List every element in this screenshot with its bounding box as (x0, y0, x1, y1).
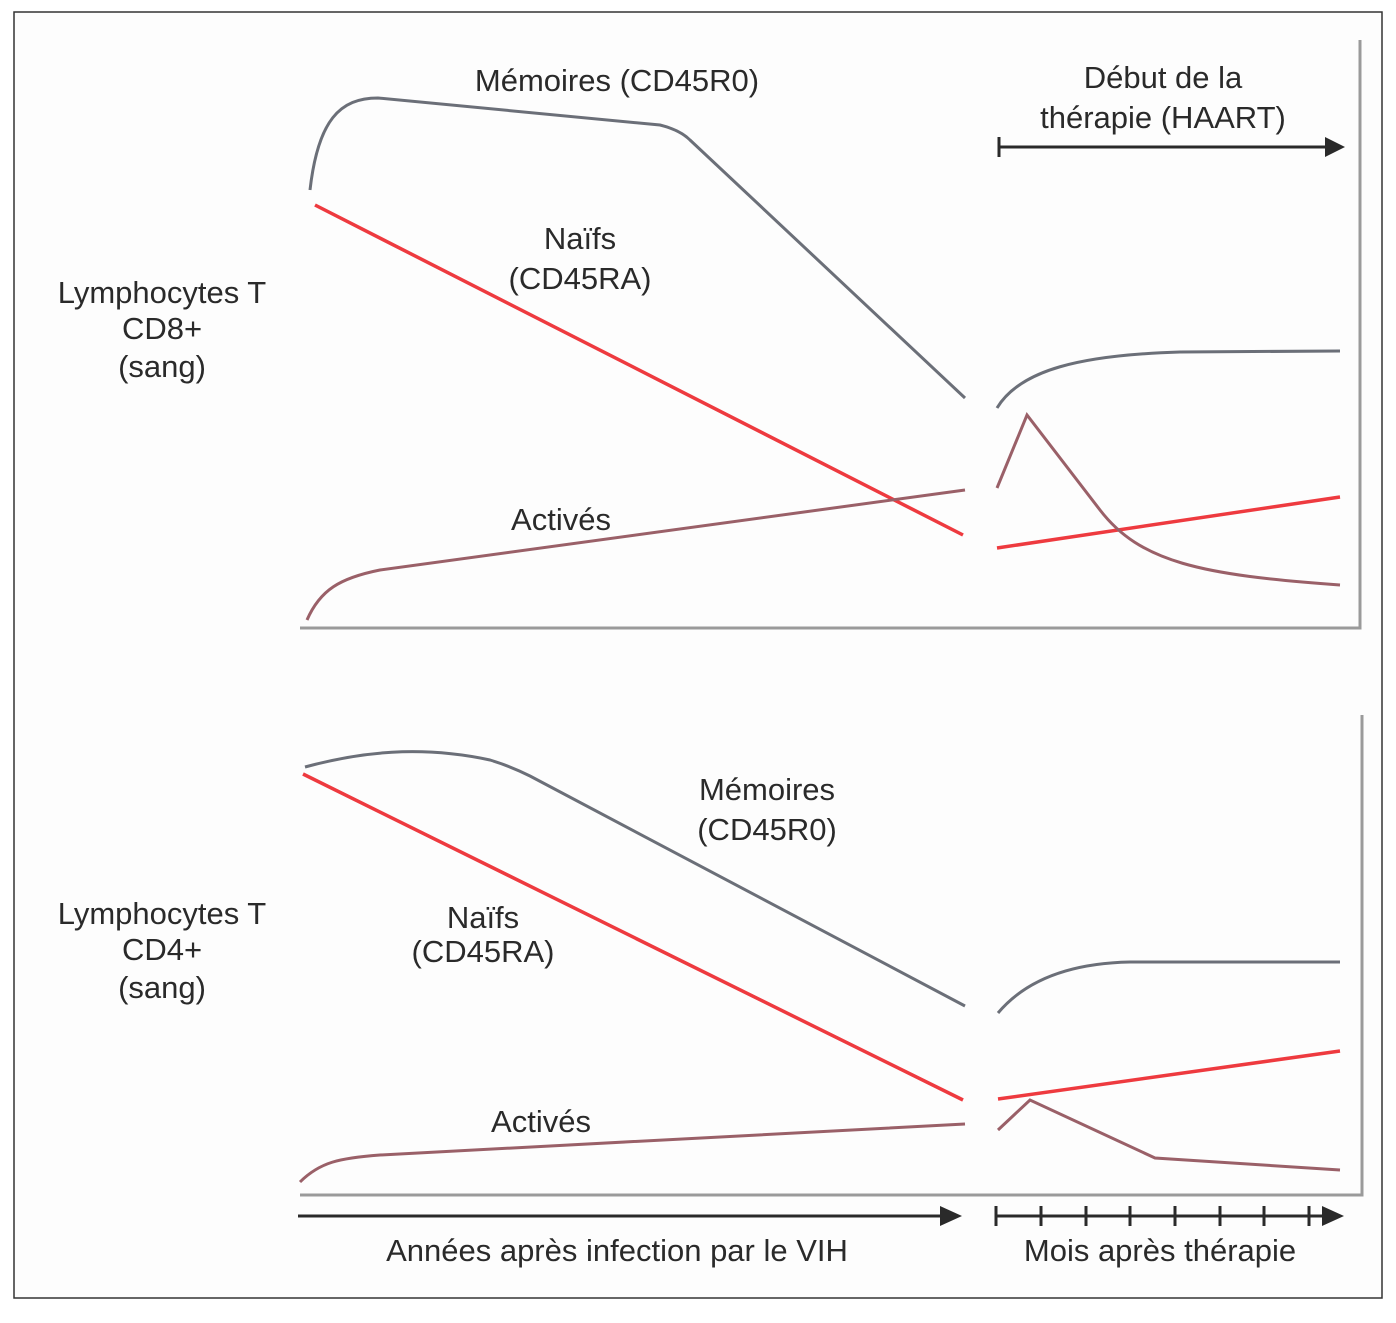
therapy-start-arrowhead (1325, 137, 1345, 157)
panel-cd8-title-line3: (sang) (118, 349, 206, 384)
cd8-memoires-line-infection (308, 96, 967, 400)
panel-cd4-axes (300, 715, 1364, 1197)
cd4-actives-line-infection (298, 1122, 966, 1184)
therapy-start-label-1: Début de la (1084, 60, 1243, 95)
months-axis-arrowhead (1322, 1206, 1344, 1226)
cd8-naifs-line-infection (314, 203, 964, 537)
cd8-actives-label: Activés (511, 502, 611, 537)
cd4-memoires-label-2: (CD45R0) (697, 812, 837, 847)
years-axis-label: Années après infection par le VIH (386, 1233, 848, 1268)
cd8-actives-line-infection (305, 488, 966, 621)
cd8-memoires-line-therapy (995, 349, 1341, 409)
cd8-memoires-label: Mémoires (CD45R0) (475, 63, 759, 98)
cd8-naifs-line-therapy (996, 495, 1341, 550)
years-axis-arrowhead (940, 1206, 962, 1226)
cd8-naifs-label-1: Naïfs (544, 221, 616, 256)
cd4-memoires-line-infection (304, 750, 966, 1008)
cd4-memoires-label-1: Mémoires (699, 772, 835, 807)
cd4-naifs-label-2: (CD45RA) (412, 934, 555, 969)
months-axis-label: Mois après thérapie (1024, 1233, 1296, 1268)
months-axis-ticks (994, 1206, 1328, 1226)
cd4-naifs-label-1: Naïfs (447, 900, 519, 935)
cd4-naifs-line-infection (302, 772, 964, 1102)
panel-cd4: Lymphocytes T CD4+ (sang) Mémoires (CD45… (58, 715, 1364, 1197)
cd8-naifs-label-2: (CD45RA) (509, 261, 652, 296)
panel-cd4-title-line1: Lymphocytes T (58, 896, 267, 931)
time-axes: Années après infection par le VIH Mois a… (298, 1206, 1344, 1268)
panel-cd8-title-line2: CD8+ (122, 311, 202, 346)
panel-cd4-title-line3: (sang) (118, 970, 206, 1005)
cd4-actives-label: Activés (491, 1104, 591, 1139)
panel-cd8: Lymphocytes T CD8+ (sang) Mémoires (CD45… (58, 40, 1362, 630)
panel-cd8-axes (300, 40, 1362, 630)
cd4-actives-line-therapy (996, 1098, 1341, 1172)
panel-cd4-title-line2: CD4+ (122, 932, 202, 967)
cd4-memoires-line-therapy (996, 960, 1340, 1014)
outer-frame (13, 11, 1383, 1299)
cd4-naifs-line-therapy (997, 1049, 1341, 1101)
therapy-start-label-2: thérapie (HAART) (1040, 100, 1286, 135)
cd8-actives-line-therapy (995, 412, 1341, 587)
therapy-start-arrow (997, 137, 1330, 157)
panel-cd8-title-line1: Lymphocytes T (58, 275, 267, 310)
